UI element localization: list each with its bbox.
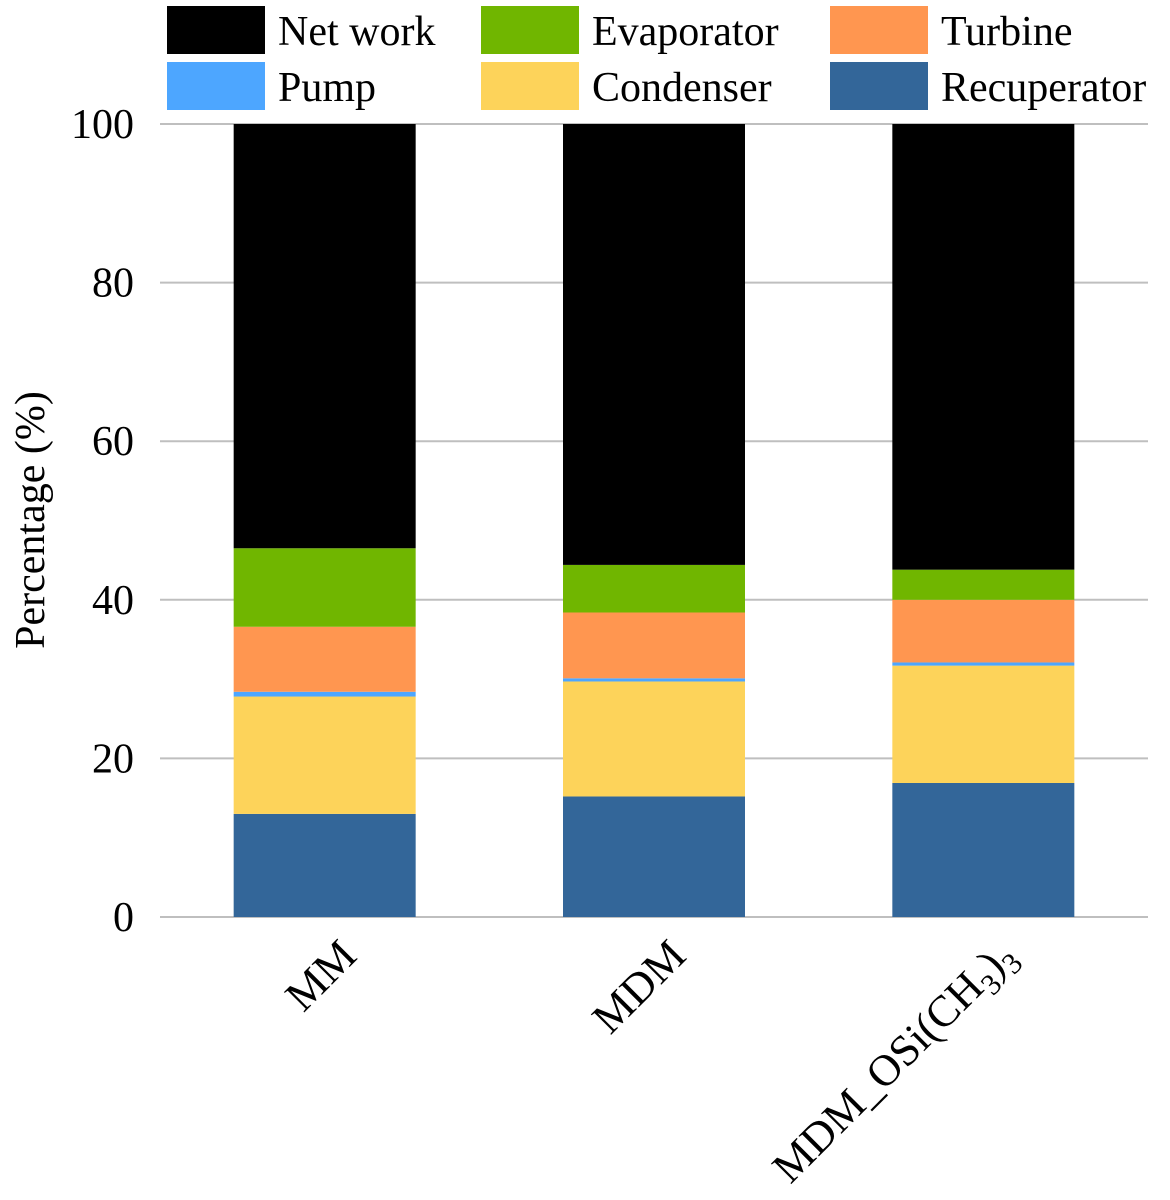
bar-segment-recuperator (892, 782, 1075, 917)
legend-swatch-evaporator (481, 6, 579, 54)
y-axis-title: Percentage (%) (8, 391, 54, 649)
bar-segment-net-work (233, 124, 416, 549)
legend: Net work Evaporator Turbine Pump Condenser Re… (167, 6, 1146, 111)
y-tick-label: 80 (92, 261, 134, 307)
bar-segment-recuperator (233, 813, 416, 917)
label-part: MM (276, 930, 366, 1020)
legend-label: Net work (278, 9, 435, 55)
legend-label: Pump (278, 65, 376, 111)
bar-segment-evaporator (563, 564, 745, 613)
y-tick-label: 40 (92, 578, 134, 624)
y-axis-ticks: 0 20 40 60 80 100 (71, 102, 134, 941)
bar-segment-evaporator (892, 569, 1075, 600)
y-tick-label: 0 (113, 895, 134, 941)
bar-segment-condenser (892, 665, 1075, 783)
bar-segment-turbine (892, 599, 1075, 663)
bar-segment-turbine (563, 612, 745, 679)
x-category-label: MDM (583, 930, 695, 1042)
bar-segment-net-work (892, 124, 1075, 570)
legend-swatch-turbine (830, 6, 928, 54)
legend-label: Recuperator (941, 65, 1146, 111)
x-category-label: MM (276, 930, 366, 1020)
legend-swatch-pump (167, 62, 265, 110)
legend-label: Evaporator (592, 9, 779, 55)
bar-segment-pump (892, 662, 1075, 666)
legend-swatch-condenser (481, 62, 579, 110)
bar-segment-recuperator (563, 796, 745, 917)
legend-swatch-net-work (167, 6, 265, 54)
bar-segment-condenser (233, 696, 416, 814)
x-axis-categories: MM MDM MDM_OSi(CH3)3 (276, 930, 1030, 1197)
bar-segment-net-work (563, 124, 745, 565)
legend-label: Turbine (941, 9, 1072, 55)
y-tick-label: 20 (92, 736, 134, 782)
label-part: MDM (583, 930, 695, 1042)
y-tick-label: 100 (71, 102, 134, 148)
legend-swatch-recuperator (830, 62, 928, 110)
bar-segment-pump (563, 678, 745, 682)
bar-segment-evaporator (233, 548, 416, 627)
x-category-label: MDM_OSi(CH3)3 (763, 930, 1030, 1197)
y-tick-label: 60 (92, 419, 134, 465)
label-part: MDM_OSi(CH (763, 962, 993, 1192)
bar-segment-turbine (233, 626, 416, 692)
bars (233, 124, 1075, 917)
legend-label: Condenser (592, 65, 772, 111)
bar-segment-pump (233, 691, 416, 697)
bar-segment-condenser (563, 681, 745, 797)
